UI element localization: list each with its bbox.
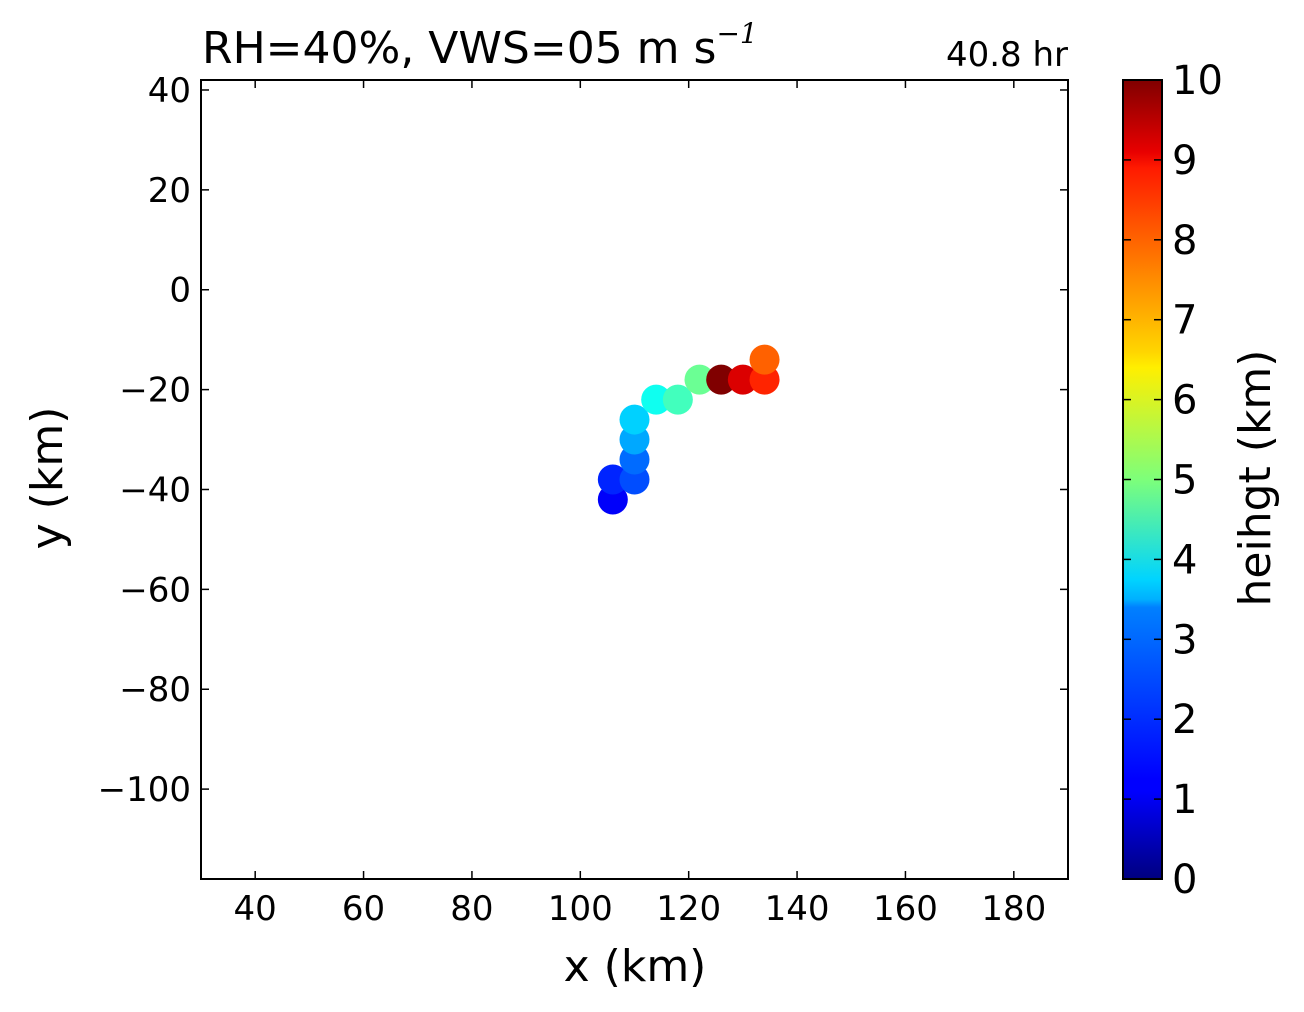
- colorbar-tick-label: 10: [1172, 58, 1223, 104]
- scatter-point: [749, 344, 780, 375]
- colorbar-tick-label: 5: [1172, 458, 1197, 504]
- scatter-point: [641, 384, 672, 415]
- x-tick-label: 180: [981, 889, 1046, 929]
- colorbar-tick-label: 0: [1172, 857, 1197, 903]
- y-tick-label: 0: [169, 271, 191, 311]
- chart-title-main: RH=40%, VWS=05 m s: [202, 23, 716, 74]
- y-ticks: 40 20 0 −20 −40 −60 −80 −100: [98, 71, 1068, 810]
- scatter-point: [727, 364, 758, 395]
- scatter-point: [619, 404, 650, 435]
- x-tick-label: 60: [342, 889, 385, 929]
- colorbar-tick-label: 6: [1172, 378, 1197, 424]
- scatter-point: [662, 384, 693, 415]
- colorbar-tick-label: 9: [1172, 138, 1197, 184]
- chart-title-superscript: −1: [716, 17, 757, 50]
- x-tick-label: 80: [450, 889, 493, 929]
- x-tick-label: 160: [873, 889, 938, 929]
- y-tick-label: 20: [148, 171, 191, 211]
- x-ticks: 40 60 80 100 120 140 160 180: [234, 80, 1046, 929]
- y-axis-label: y (km): [22, 407, 73, 550]
- colorbar-ticks: 0 1 2 3 4 5 6 7 8 9 10: [1123, 58, 1223, 903]
- y-tick-label: −100: [98, 770, 191, 810]
- x-axis-label: x (km): [564, 941, 707, 992]
- y-tick-label: 40: [148, 71, 191, 111]
- scatter-point: [597, 464, 628, 495]
- time-label: 40.8 hr: [946, 35, 1068, 75]
- y-tick-label: −60: [119, 570, 191, 610]
- x-tick-label: 120: [656, 889, 721, 929]
- x-tick-label: 140: [765, 889, 830, 929]
- colorbar-label: heihgt (km): [1230, 350, 1281, 607]
- plot-area: 40 60 80 100 120 140 160 180 40 20 0 −20 −40 −60 −80 −…: [98, 71, 1069, 929]
- scatter-points: [597, 344, 780, 515]
- colorbar-tick-label: 2: [1172, 697, 1197, 743]
- colorbar-tick-label: 1: [1172, 777, 1197, 823]
- y-tick-label: −20: [119, 371, 191, 411]
- colorbar: 0 1 2 3 4 5 6 7 8 9 10 heihgt (km): [1122, 58, 1281, 903]
- colorbar-tick-label: 4: [1172, 537, 1197, 583]
- chart-title: RH=40%, VWS=05 m s−1: [202, 17, 758, 74]
- colorbar-tick-label: 8: [1172, 218, 1197, 264]
- y-tick-label: −40: [119, 470, 191, 510]
- colorbar-tick-label: 3: [1172, 617, 1197, 663]
- colorbar-tick-label: 7: [1172, 298, 1197, 344]
- x-tick-label: 100: [548, 889, 613, 929]
- x-tick-label: 40: [234, 889, 277, 929]
- scatter-point: [684, 364, 715, 395]
- scatter-point: [706, 364, 737, 395]
- y-tick-label: −80: [119, 670, 191, 710]
